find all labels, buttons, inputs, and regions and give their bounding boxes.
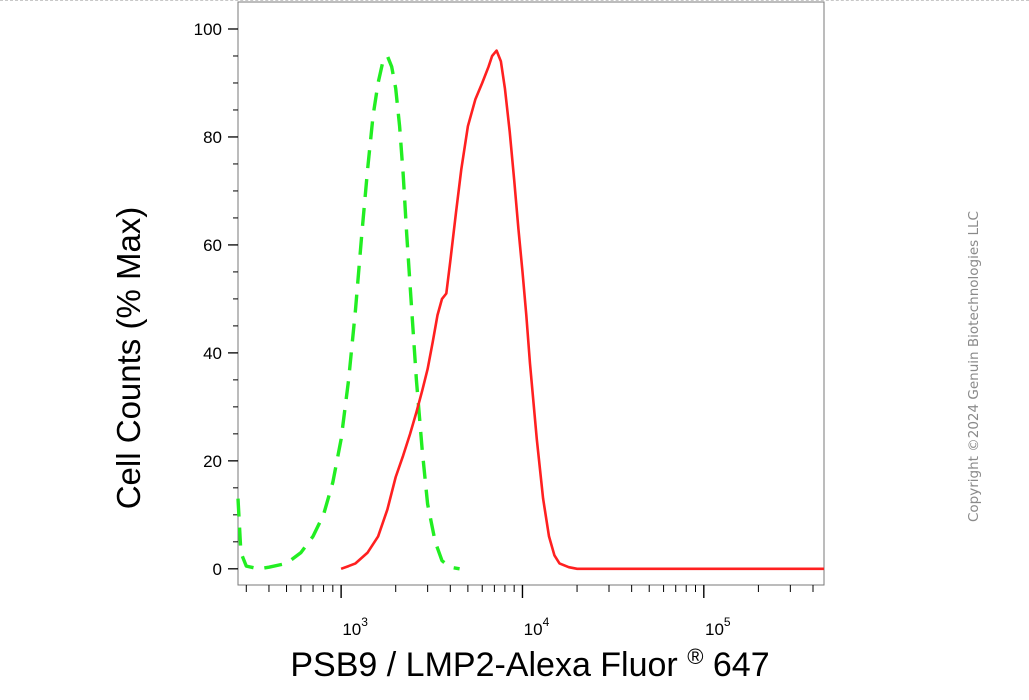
y-tick-label: 80: [203, 128, 222, 147]
x-axis-label: PSB9 / LMP2-Alexa Fluor ® 647: [290, 634, 769, 684]
series-line-green-dashed: [236, 54, 460, 571]
y-tick-label: 100: [194, 20, 222, 39]
x-tick-label: 103: [342, 615, 368, 639]
y-axis: 0 20 40 60 80 100: [194, 20, 238, 579]
x-axis-label-registered: ®: [687, 644, 703, 669]
x-axis-label-tail: 647: [713, 646, 770, 684]
series-layer: [236, 49, 824, 571]
x-axis: 103 104 105: [245, 585, 814, 639]
top-border-line: [0, 0, 1029, 1]
copyright-watermark: Copyright ©2024 Genuin Biotechnologies L…: [966, 211, 982, 522]
x-tick-label: 104: [524, 615, 550, 639]
y-tick-label: 0: [213, 560, 222, 579]
x-axis-label-main: PSB9 / LMP2-Alexa Fluor: [290, 646, 677, 684]
y-tick-label: 20: [203, 452, 222, 471]
x-tick-label: 105: [705, 615, 731, 639]
series-line-red-solid: [340, 49, 824, 571]
plot-frame: [237, 1, 825, 586]
y-axis-label: Cell Counts (% Max): [110, 207, 147, 510]
y-tick-label: 60: [203, 236, 222, 255]
y-tick-label: 40: [203, 344, 222, 363]
